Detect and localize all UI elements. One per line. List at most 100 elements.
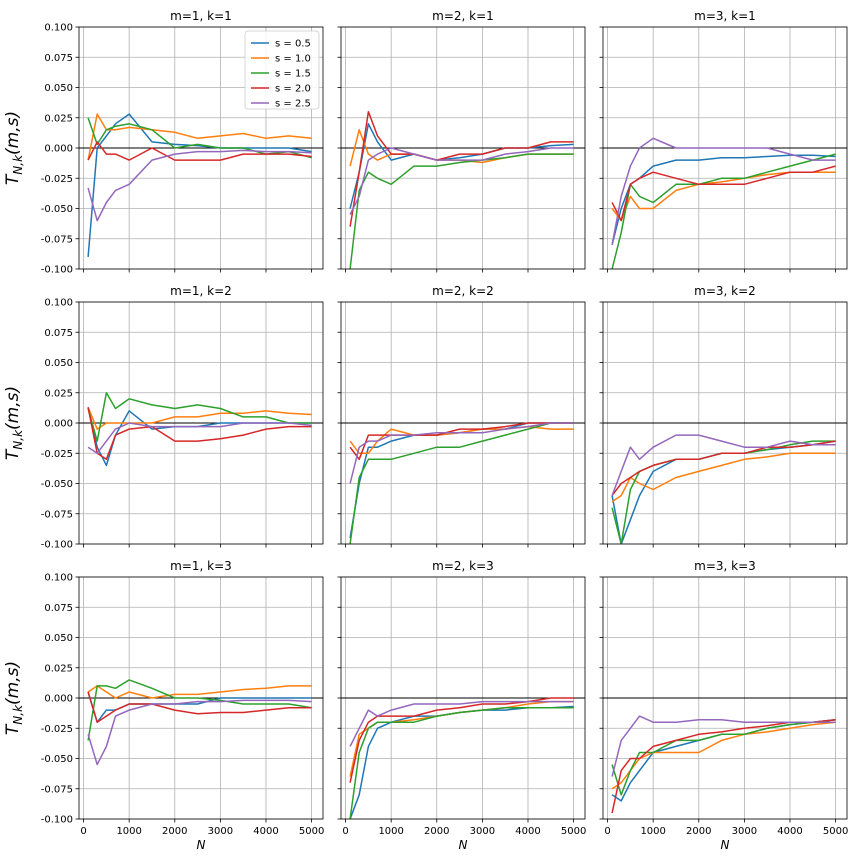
x-tick-label: 5000 xyxy=(823,826,848,837)
x-tick-label: 0 xyxy=(80,826,86,837)
x-tick-label: 0 xyxy=(604,826,610,837)
legend-entry: s = 2.5 xyxy=(275,99,311,110)
subplot: m=3, k=1 xyxy=(599,9,848,273)
y-tick-label: -0.100 xyxy=(41,815,73,826)
y-tick-label: -0.075 xyxy=(41,509,73,520)
series-line xyxy=(349,422,574,484)
y-tick-label: 0.000 xyxy=(44,144,73,155)
series-line xyxy=(87,113,312,257)
y-tick-label: -0.100 xyxy=(41,265,73,276)
series-line xyxy=(611,171,836,222)
y-tick-label: 0.050 xyxy=(44,633,73,644)
series-group xyxy=(87,679,312,766)
series-line xyxy=(87,691,312,723)
series-line xyxy=(349,123,574,209)
series-line xyxy=(87,699,312,766)
series-group xyxy=(611,434,836,544)
subplot-title: m=1, k=3 xyxy=(170,559,232,573)
y-axis-label-args: (m,s) xyxy=(3,661,23,705)
subplot: -0.100 -0.075 -0.050 -0.025 0.000 0.025 0.050 0… xyxy=(3,559,324,852)
subplot: -0.100 -0.075 -0.050 -0.025 0.000 0.025 0.050 0… xyxy=(3,9,324,276)
series-line xyxy=(87,422,312,455)
legend: s = 0.5 s = 1.0 s = 1.5 s = 2.0 s = 2.5 xyxy=(244,30,320,110)
y-axis-label: TN,k(m,s) xyxy=(3,661,25,735)
y-tick-label: -0.025 xyxy=(41,174,73,185)
x-tick-label: 2000 xyxy=(424,826,449,837)
series-line xyxy=(611,719,836,796)
series-group xyxy=(349,110,574,269)
subplot-title: m=3, k=3 xyxy=(694,559,756,573)
x-axis-label: N xyxy=(459,838,468,852)
y-axis-label-subscript: N,k xyxy=(11,154,25,175)
series-group xyxy=(349,422,574,544)
series-line xyxy=(611,154,836,245)
series-line xyxy=(349,706,574,819)
series-group xyxy=(611,137,836,269)
y-axis-label-base: T xyxy=(3,448,23,460)
y-axis-label-args: (m,s) xyxy=(3,386,23,430)
series-line xyxy=(611,715,836,777)
subplot: m=3, k=2 xyxy=(599,284,848,548)
subplot: 0 1000 2000 3000 4000 5000 m=3, k=3 N xyxy=(599,559,848,852)
x-tick-label: 5000 xyxy=(561,826,586,837)
y-tick-label: -0.050 xyxy=(41,479,73,490)
series-line xyxy=(87,679,312,741)
x-tick-label: 1000 xyxy=(378,826,403,837)
series-line xyxy=(87,149,312,222)
series-group xyxy=(349,697,574,819)
y-axis-label: TN,k(m,s) xyxy=(3,386,25,460)
x-tick-label: 5000 xyxy=(299,826,324,837)
series-line xyxy=(87,407,312,461)
series-line xyxy=(87,407,312,430)
y-axis-label-base: T xyxy=(3,723,23,735)
series-line xyxy=(611,137,836,245)
series-line xyxy=(611,434,836,496)
legend-entry: s = 0.5 xyxy=(275,39,311,50)
y-tick-label: -0.025 xyxy=(41,449,73,460)
y-tick-label: -0.050 xyxy=(41,754,73,765)
x-tick-label: 1000 xyxy=(640,826,665,837)
subplot-title: m=1, k=1 xyxy=(170,9,232,23)
series-line xyxy=(349,422,574,544)
series-line xyxy=(349,422,574,461)
y-tick-label: -0.050 xyxy=(41,204,73,215)
y-axis-label: TN,k(m,s) xyxy=(3,111,25,185)
subplot-title: m=2, k=1 xyxy=(432,9,494,23)
series-line xyxy=(349,153,574,269)
y-axis-label-base: T xyxy=(3,173,23,185)
series-line xyxy=(349,147,574,215)
x-tick-label: 2000 xyxy=(686,826,711,837)
legend-entry: s = 2.0 xyxy=(275,84,311,95)
series-line xyxy=(87,141,312,161)
series-group xyxy=(87,392,312,467)
legend-box xyxy=(244,30,320,110)
y-tick-label: 0.075 xyxy=(44,53,73,64)
series-line xyxy=(87,392,312,442)
x-tick-label: 0 xyxy=(342,826,348,837)
x-axis-label: N xyxy=(721,838,730,852)
y-axis-label-args: (m,s) xyxy=(3,111,23,155)
series-line xyxy=(349,700,574,747)
x-tick-label: 2000 xyxy=(162,826,187,837)
series-line xyxy=(611,165,836,222)
y-tick-label: 0.050 xyxy=(44,83,73,94)
x-tick-label: 4000 xyxy=(253,826,278,837)
series-line xyxy=(349,110,574,227)
y-tick-label: 0.000 xyxy=(44,419,73,430)
subplot-title: m=3, k=2 xyxy=(694,284,756,298)
series-line xyxy=(349,697,574,783)
subplot-title: m=1, k=2 xyxy=(170,284,232,298)
y-tick-label: 0.075 xyxy=(44,328,73,339)
y-axis-label-subscript: N,k xyxy=(11,704,25,725)
series-line xyxy=(349,705,574,819)
x-axis-label: N xyxy=(197,838,206,852)
y-tick-label: -0.025 xyxy=(41,724,73,735)
subplot-title: m=2, k=3 xyxy=(432,559,494,573)
series-line xyxy=(611,153,836,269)
y-tick-label: -0.075 xyxy=(41,234,73,245)
legend-entry: s = 1.0 xyxy=(275,54,311,65)
series-group xyxy=(87,113,312,257)
y-tick-label: 0.000 xyxy=(44,694,73,705)
subplot-title: m=3, k=1 xyxy=(694,9,756,23)
